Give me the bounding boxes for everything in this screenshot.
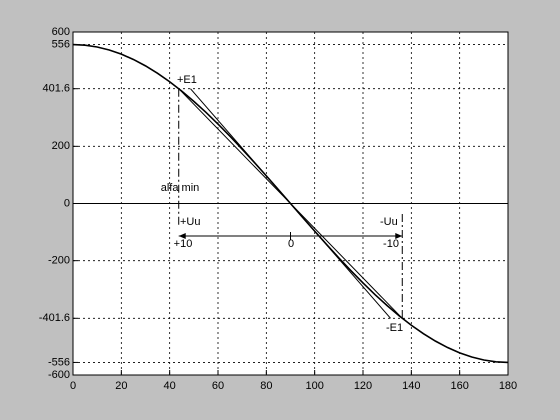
annotation: alfa min <box>161 182 200 194</box>
y-tick-label: 0 <box>64 197 70 209</box>
arrow-head <box>395 233 403 239</box>
annotation: -Uu <box>380 216 398 228</box>
x-tick-label: 20 <box>115 380 127 392</box>
x-tick-label: 140 <box>402 380 420 392</box>
arrow-head <box>178 233 186 239</box>
y-tick-label: -600 <box>48 369 70 381</box>
y-tick-label: 401.6 <box>42 83 70 95</box>
y-tick-label: -200 <box>48 255 70 267</box>
annotation: -10 <box>383 238 399 250</box>
x-tick-label: 0 <box>70 380 76 392</box>
annotation: +Uu <box>180 216 201 228</box>
x-tick-label: 100 <box>305 380 323 392</box>
x-tick-label: 160 <box>450 380 468 392</box>
x-tick-label: 80 <box>260 380 272 392</box>
x-tick-label: 60 <box>212 380 224 392</box>
x-tick-label: 120 <box>354 380 372 392</box>
annotation: +10 <box>174 238 193 250</box>
y-tick-label: 600 <box>52 26 70 38</box>
x-tick-label: 180 <box>499 380 517 392</box>
axes-box <box>72 31 509 376</box>
y-tick-label: -401.6 <box>39 312 70 324</box>
straight-line <box>190 88 391 319</box>
annotation: 0 <box>288 238 294 250</box>
x-tick-label: 40 <box>164 380 176 392</box>
y-tick-label: -556 <box>48 356 70 368</box>
annotation: +E1 <box>177 74 197 86</box>
y-tick-label: 200 <box>52 140 70 152</box>
annotation: -E1 <box>386 322 403 334</box>
y-tick-label: 556 <box>52 38 70 50</box>
